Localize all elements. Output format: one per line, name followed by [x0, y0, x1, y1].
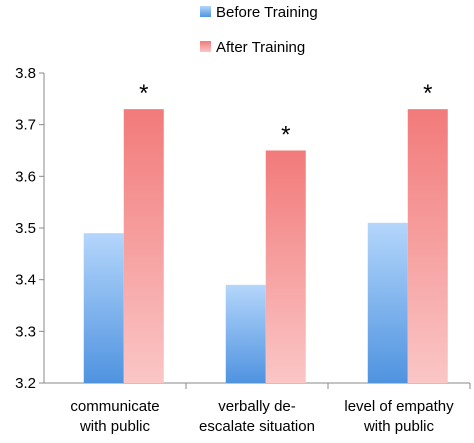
x-category-label: level of empathy	[344, 398, 454, 415]
bar-after-3	[407, 109, 448, 384]
x-category-label: escalate situation	[199, 418, 315, 435]
y-tick-label: 3.2	[15, 375, 36, 392]
legend-swatch-before	[200, 6, 211, 17]
y-tick-label: 3.7	[15, 117, 36, 134]
plot-area: 3.2 3.3 3.4 3.5 3.6 3.7 3.8 * communicate with pu…	[15, 65, 471, 435]
y-tick-label: 3.6	[15, 168, 36, 185]
y-tick-label: 3.5	[15, 220, 36, 237]
significance-star: *	[281, 122, 290, 149]
x-category-label: with public	[79, 418, 151, 435]
legend-swatch-after	[200, 41, 211, 52]
bar-after-1	[123, 109, 164, 384]
x-category-label: communicate	[70, 398, 159, 415]
x-category-label: verbally de-	[218, 398, 296, 415]
significance-star: *	[423, 80, 432, 107]
x-category-label: with public	[363, 418, 435, 435]
legend: Before Training After Training	[200, 4, 318, 56]
y-tick-label: 3.4	[15, 272, 36, 289]
legend-label-after: After Training	[216, 39, 305, 56]
legend-item-after: After Training	[200, 39, 305, 56]
y-tick-label: 3.3	[15, 323, 36, 340]
legend-item-before: Before Training	[200, 4, 318, 21]
bar-before-2	[225, 284, 266, 383]
bar-before-3	[367, 222, 408, 383]
y-tick-label: 3.8	[15, 65, 36, 82]
bar-after-2	[265, 150, 306, 383]
legend-label-before: Before Training	[216, 4, 318, 21]
bar-before-1	[83, 233, 124, 383]
significance-star: *	[139, 80, 148, 107]
